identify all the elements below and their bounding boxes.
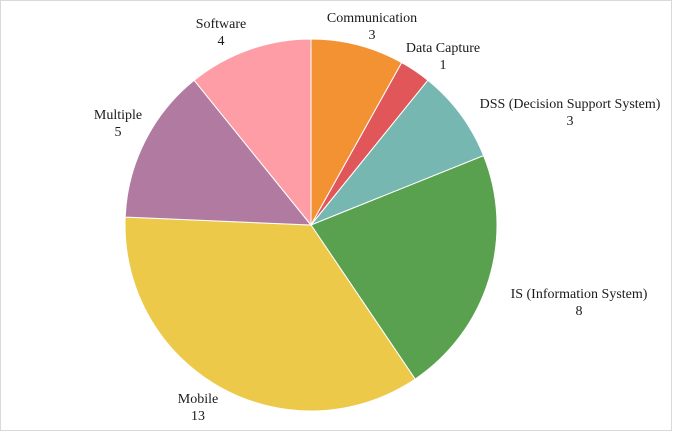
data-label-communication: Communication 3: [327, 11, 417, 43]
data-label-name: IS (Information System): [511, 287, 648, 302]
data-label-name: Communication: [327, 11, 417, 26]
data-label-value: 3: [567, 114, 574, 129]
data-label-value: 8: [576, 304, 583, 319]
data-label-value: 5: [115, 125, 122, 140]
data-label-is-information-system: IS (Information System) 8: [511, 287, 648, 319]
data-label-name: Software: [196, 17, 247, 32]
data-label-value: 1: [440, 58, 447, 73]
data-label-name: Multiple: [94, 108, 142, 123]
data-label-value: 13: [191, 409, 205, 424]
data-label-value: 4: [218, 34, 225, 49]
data-label-data-capture: Data Capture 1: [406, 41, 480, 73]
data-label-software: Software 4: [196, 17, 247, 49]
data-label-name: Data Capture: [406, 41, 480, 56]
data-label-name: DSS (Decision Support System): [480, 97, 661, 112]
data-label-dss-decision-support-system: DSS (Decision Support System) 3: [480, 97, 661, 129]
data-label-mobile: Mobile 13: [178, 392, 218, 424]
data-label-value: 3: [369, 28, 376, 43]
pie-slices: [125, 39, 497, 411]
data-label-name: Mobile: [178, 392, 218, 407]
data-label-multiple: Multiple 5: [94, 108, 142, 140]
